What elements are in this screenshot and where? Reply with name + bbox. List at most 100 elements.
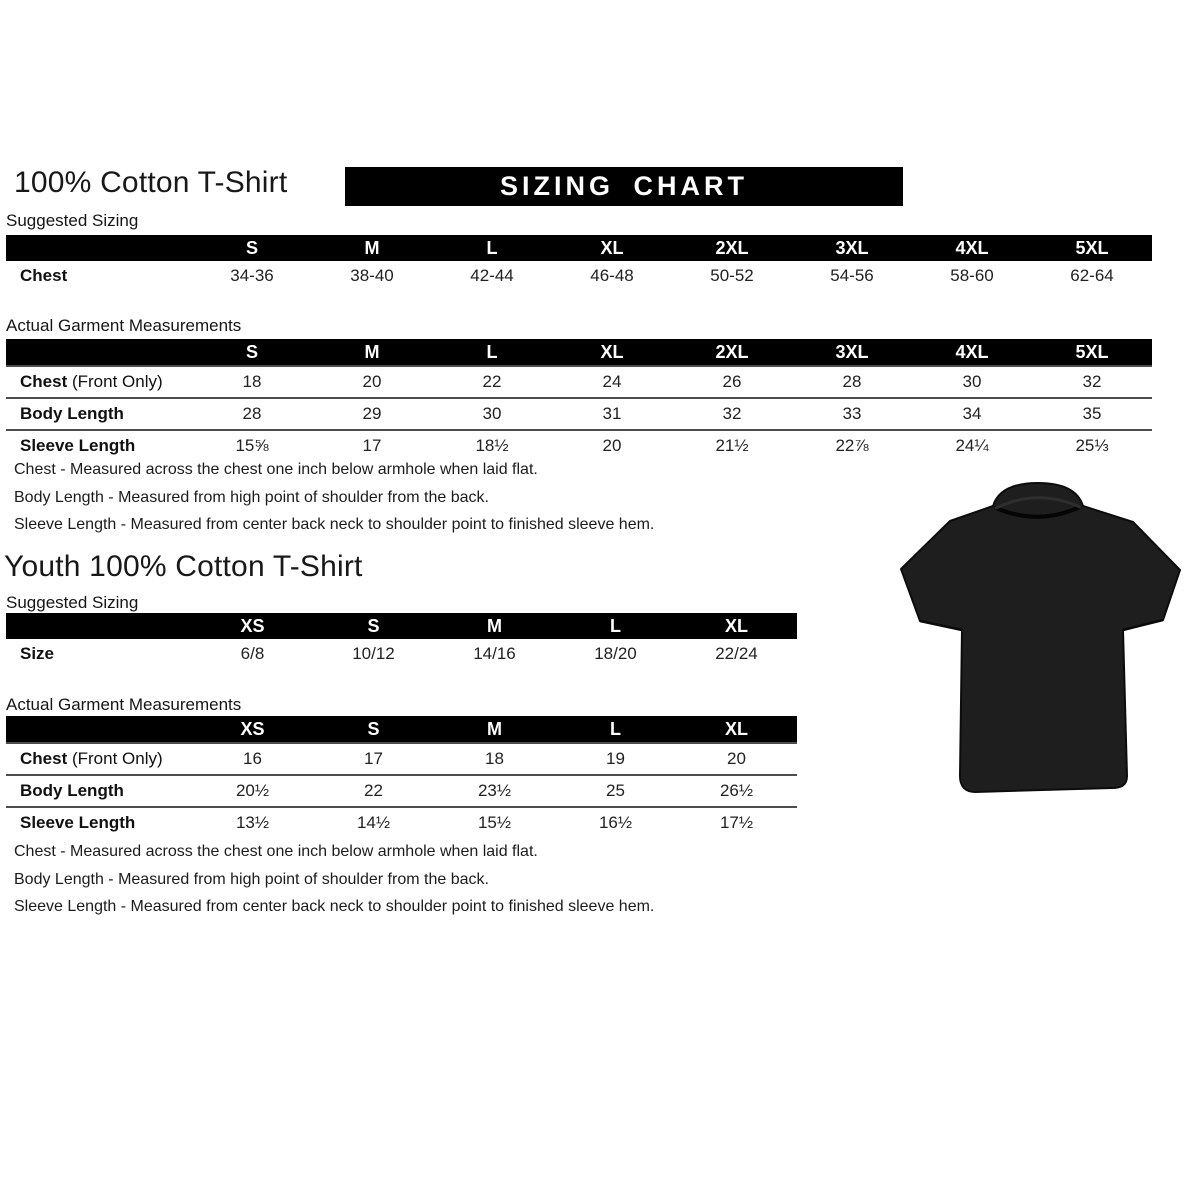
sizing-chart-banner: SIZING CHART: [345, 167, 903, 206]
measurement-cell: 16½: [555, 806, 676, 838]
measurement-cell: 58-60: [950, 266, 994, 285]
tshirt-icon: [900, 482, 1181, 793]
youth-actual-measurements-label: Actual Garment Measurements: [6, 695, 242, 714]
measurement-cell: 29: [312, 397, 432, 430]
size-column-header: L: [432, 339, 552, 367]
table-row: Body Length 20½ 22 23½ 25 26½: [6, 774, 797, 807]
row-label: Sleeve Length: [6, 806, 192, 838]
adult-actual-measurements-label: Actual Garment Measurements: [6, 316, 242, 335]
row-label-suffix: (Front Only): [67, 749, 163, 768]
table-header-row: S M L XL 2XL 3XL 4XL 5XL: [6, 339, 1152, 367]
row-label-suffix: (Front Only): [67, 372, 163, 391]
size-column-header: 2XL: [672, 339, 792, 367]
measurement-cell: 54-56: [830, 266, 874, 285]
measurement-cell: 30: [432, 397, 552, 430]
table-header-row: XS S M L XL: [6, 716, 797, 744]
table-header-row: S M L XL 2XL 3XL 4XL 5XL: [6, 235, 1152, 261]
measurement-cell: 30: [962, 372, 982, 391]
size-column-header: 5XL: [1032, 235, 1152, 261]
measurement-cell: 32: [672, 397, 792, 430]
measurement-cell: 18/20: [594, 644, 637, 663]
youth-note-body-length: Body Length - Measured from high point o…: [14, 871, 489, 888]
size-column-header: 4XL: [912, 339, 1032, 367]
measurement-cell: 20: [727, 749, 746, 768]
measurement-cell: 13½: [192, 806, 313, 838]
measurement-cell: 15⅝: [192, 429, 312, 461]
size-column-header: XS: [192, 716, 313, 744]
table-row: Chest 34-36 38-40 42-44 46-48 50-52 54-56 58-60…: [6, 261, 1152, 291]
measurement-cell: 34: [912, 397, 1032, 430]
measurement-cell: 14½: [313, 806, 434, 838]
tshirt-image: [880, 470, 1200, 830]
measurement-cell: 22/24: [715, 644, 758, 663]
row-label: Size: [6, 639, 192, 669]
size-column-header: M: [312, 339, 432, 367]
label-column-header: [6, 339, 192, 367]
size-column-header: 3XL: [792, 235, 912, 261]
size-column-header: M: [434, 613, 555, 639]
row-label: Body Length: [6, 397, 192, 430]
youth-actual-measurements-table: XS S M L XL Chest (Front Only) 16 17 18 19 20 Body …: [6, 716, 797, 838]
measurement-cell: 28: [192, 397, 312, 430]
measurement-cell: 24: [602, 372, 622, 391]
measurement-cell: 17: [312, 429, 432, 461]
measurement-cell: 18: [242, 372, 262, 391]
measurement-cell: 22: [482, 372, 502, 391]
label-column-header: [6, 716, 192, 744]
adult-actual-measurements-table: S M L XL 2XL 3XL 4XL 5XL Chest (Front Only) 18 20 2…: [6, 339, 1152, 461]
youth-note-chest: Chest - Measured across the chest one in…: [14, 843, 538, 860]
size-column-header: L: [555, 613, 676, 639]
measurement-cell: 17½: [676, 806, 797, 838]
size-column-header: XL: [676, 716, 797, 744]
table-row: Body Length 28 29 30 31 32 33 34 35: [6, 397, 1152, 430]
youth-suggested-sizing-label: Suggested Sizing: [6, 593, 139, 612]
measurement-cell: 26½: [676, 774, 797, 807]
measurement-cell: 33: [792, 397, 912, 430]
measurement-cell: 42-44: [470, 266, 514, 285]
size-column-header: M: [434, 716, 555, 744]
measurement-cell: 20: [552, 429, 672, 461]
size-column-header: 3XL: [792, 339, 912, 367]
table-header-row: XS S M L XL: [6, 613, 797, 639]
measurement-cell: 14/16: [473, 644, 516, 663]
measurement-cell: 19: [606, 749, 625, 768]
measurement-cell: 62-64: [1070, 266, 1114, 285]
row-label: Chest (Front Only): [6, 743, 192, 775]
measurement-cell: 35: [1032, 397, 1152, 430]
measurement-cell: 23½: [434, 774, 555, 807]
label-column-header: [6, 613, 192, 639]
size-column-header: 4XL: [912, 235, 1032, 261]
measurement-cell: 22⅞: [792, 429, 912, 461]
youth-suggested-sizing-table: XS S M L XL Size 6/8 10/12 14/16 18/20 22/24: [6, 613, 797, 669]
sizing-chart-banner-label: SIZING CHART: [500, 171, 748, 201]
measurement-cell: 21½: [672, 429, 792, 461]
size-column-header: L: [555, 716, 676, 744]
youth-note-sleeve-length: Sleeve Length - Measured from center bac…: [14, 898, 655, 915]
measurement-cell: 17: [364, 749, 383, 768]
table-row: Chest (Front Only) 18 20 22 24 26 28 30 32: [6, 366, 1152, 398]
size-column-header: L: [432, 235, 552, 261]
measurement-cell: 24¼: [912, 429, 1032, 461]
measurement-cell: 26: [722, 372, 742, 391]
size-column-header: XL: [552, 235, 672, 261]
youth-section-title: Youth 100% Cotton T-Shirt: [4, 550, 363, 583]
row-label: Chest: [6, 261, 192, 291]
table-row: Size 6/8 10/12 14/16 18/20 22/24: [6, 639, 797, 669]
measurement-cell: 22: [313, 774, 434, 807]
measurement-cell: 25⅓: [1032, 429, 1152, 461]
size-column-header: S: [192, 235, 312, 261]
row-label: Chest (Front Only): [6, 366, 192, 398]
size-column-header: S: [313, 716, 434, 744]
size-column-header: 5XL: [1032, 339, 1152, 367]
measurement-cell: 20½: [192, 774, 313, 807]
measurement-cell: 10/12: [352, 644, 395, 663]
measurement-cell: 6/8: [240, 644, 265, 663]
label-column-header: [6, 235, 192, 261]
measurement-cell: 18: [485, 749, 504, 768]
measurement-cell: 32: [1082, 372, 1102, 391]
adult-note-sleeve-length: Sleeve Length - Measured from center bac…: [14, 516, 655, 533]
measurement-cell: 31: [552, 397, 672, 430]
size-column-header: S: [192, 339, 312, 367]
adult-note-chest: Chest - Measured across the chest one in…: [14, 461, 538, 478]
